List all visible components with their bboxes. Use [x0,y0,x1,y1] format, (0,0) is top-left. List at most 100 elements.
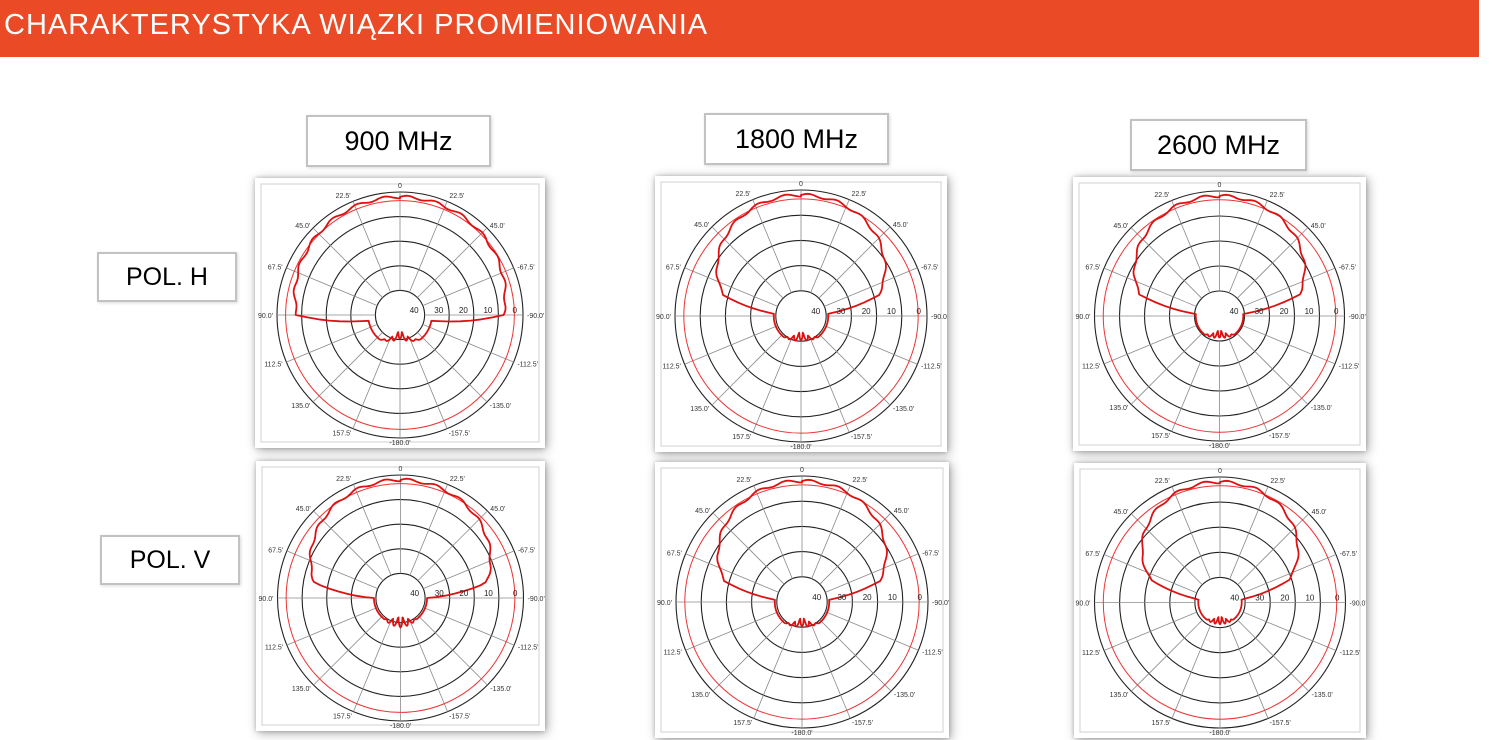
grid-spoke [818,333,891,406]
grid-spoke [286,550,378,589]
angle-label: 90.0' [657,600,672,607]
ring-label: 40 [1230,594,1239,603]
angle-label: 45.0' [694,222,709,229]
angle-label: 45.0' [1311,223,1326,230]
angle-label: 67.5' [268,547,283,554]
plot-border [660,467,944,733]
radiation-pattern [292,194,507,342]
angle-label: 45.0' [894,508,909,515]
frequency-label-2600: 2600 MHz [1130,119,1307,171]
reference-circle [285,483,516,713]
angle-label: -157.5' [449,713,470,720]
angle-label: 135.0' [292,686,311,693]
angle-label: -135.0' [490,403,511,410]
angle-label: 90.0' [1076,601,1091,608]
grid-ring [375,572,426,624]
grid-spoke [753,485,793,579]
angle-label: -90.0' [527,313,544,320]
grid-spoke [312,227,383,298]
angle-label: 45.0' [296,506,311,513]
angle-label: -135.0' [1311,405,1332,412]
angle-label: -90.0' [528,596,545,603]
angle-label: 67.5' [667,550,682,557]
ring-label: 10 [483,306,492,315]
angle-label: 90.0' [1076,314,1091,321]
grid-spoke [1103,267,1197,307]
grid-spoke [423,607,515,646]
grid-ring [776,576,828,628]
reference-circle [1102,199,1337,433]
grid-spoke [1130,333,1203,405]
grid-spoke [1171,486,1211,580]
angle-label: 45.0' [295,223,310,230]
radiation-pattern [715,192,887,342]
grid-spoke [811,625,851,719]
ring-label: 40 [1230,307,1239,316]
grid-spoke [286,324,378,363]
angle-label: 22.5' [336,476,351,483]
reference-circle [684,484,920,720]
grid-spoke [810,339,850,433]
angle-label: -135.0' [490,686,511,693]
grid-spoke [286,267,378,306]
grid-spoke [825,611,919,651]
radiation-pattern [1141,479,1300,626]
angle-label: 135.0' [690,406,709,413]
angle-label: -90.0' [1349,314,1366,321]
grid-ring [775,290,827,342]
angle-label: -112.5' [922,650,943,657]
angle-label: 112.5' [264,362,282,369]
radiation-pattern [1132,193,1307,339]
reference-circle [683,198,919,434]
grid-spoke [1237,513,1310,586]
ring-label: 0 [513,306,518,315]
ring-label: 30 [837,593,846,602]
angle-label: -180.0' [389,440,410,447]
angle-label: 45.0' [695,508,710,515]
angle-label: -180.0' [791,730,812,737]
angle-label: -112.5' [517,362,538,369]
angle-label: -180.0' [1209,730,1230,737]
grid-spoke [1103,325,1197,365]
angle-label: 157.5' [732,434,751,441]
grid-ring [374,289,426,341]
polar-chart-900-h: 22.5' 0 22.5' 45.0' 67.5' 90.0' 112.5' 135.0' 15… [255,178,545,448]
angle-label: -112.5' [921,364,942,371]
grid-spoke [417,510,488,581]
angle-label: 22.5' [737,477,752,484]
grid-spoke [1228,338,1268,432]
plot-border [660,181,942,447]
grid-ring [1193,290,1246,342]
grid-spoke [1130,619,1203,692]
polar-plot-1: 22.5' 0 22.5' 45.0' 67.5' 90.0' 112.5' 135.0' 15… [656,181,947,451]
angle-label: -112.5' [518,645,539,652]
ring-label: 30 [435,589,444,598]
grid-spoke [1236,227,1309,299]
grid-spoke [313,510,384,581]
grid-spoke [1243,611,1337,651]
ring-label: 20 [459,306,468,315]
angle-label: 22.5' [336,193,351,200]
grid-spoke [422,267,514,306]
grid-spoke [1171,625,1211,719]
reference-circle [1102,485,1338,720]
grid-spoke [825,553,919,593]
grid-spoke [409,201,448,293]
ring-label: 20 [1280,594,1289,603]
polar-chart-2600-v: 22.5' 0 22.5' 45.0' 67.5' 90.0' 112.5' 135.0' 15… [1074,463,1366,738]
grid-spoke [353,484,392,576]
ring-label: 40 [410,306,419,315]
ring-label: 10 [887,307,896,316]
angle-label: -180.0' [390,723,411,730]
grid-spoke [409,620,448,712]
ring-label: 30 [836,307,845,316]
grid-spoke [286,607,378,646]
grid-spoke [409,484,448,576]
angle-label: -90.0' [931,314,947,321]
angle-label: 90.0' [258,313,273,320]
angle-label: -67.5' [1339,265,1356,272]
angle-label: 67.5' [1085,551,1100,558]
plot-border [260,183,540,443]
angle-label: -157.5' [449,430,470,437]
ring-label: 40 [410,589,419,598]
